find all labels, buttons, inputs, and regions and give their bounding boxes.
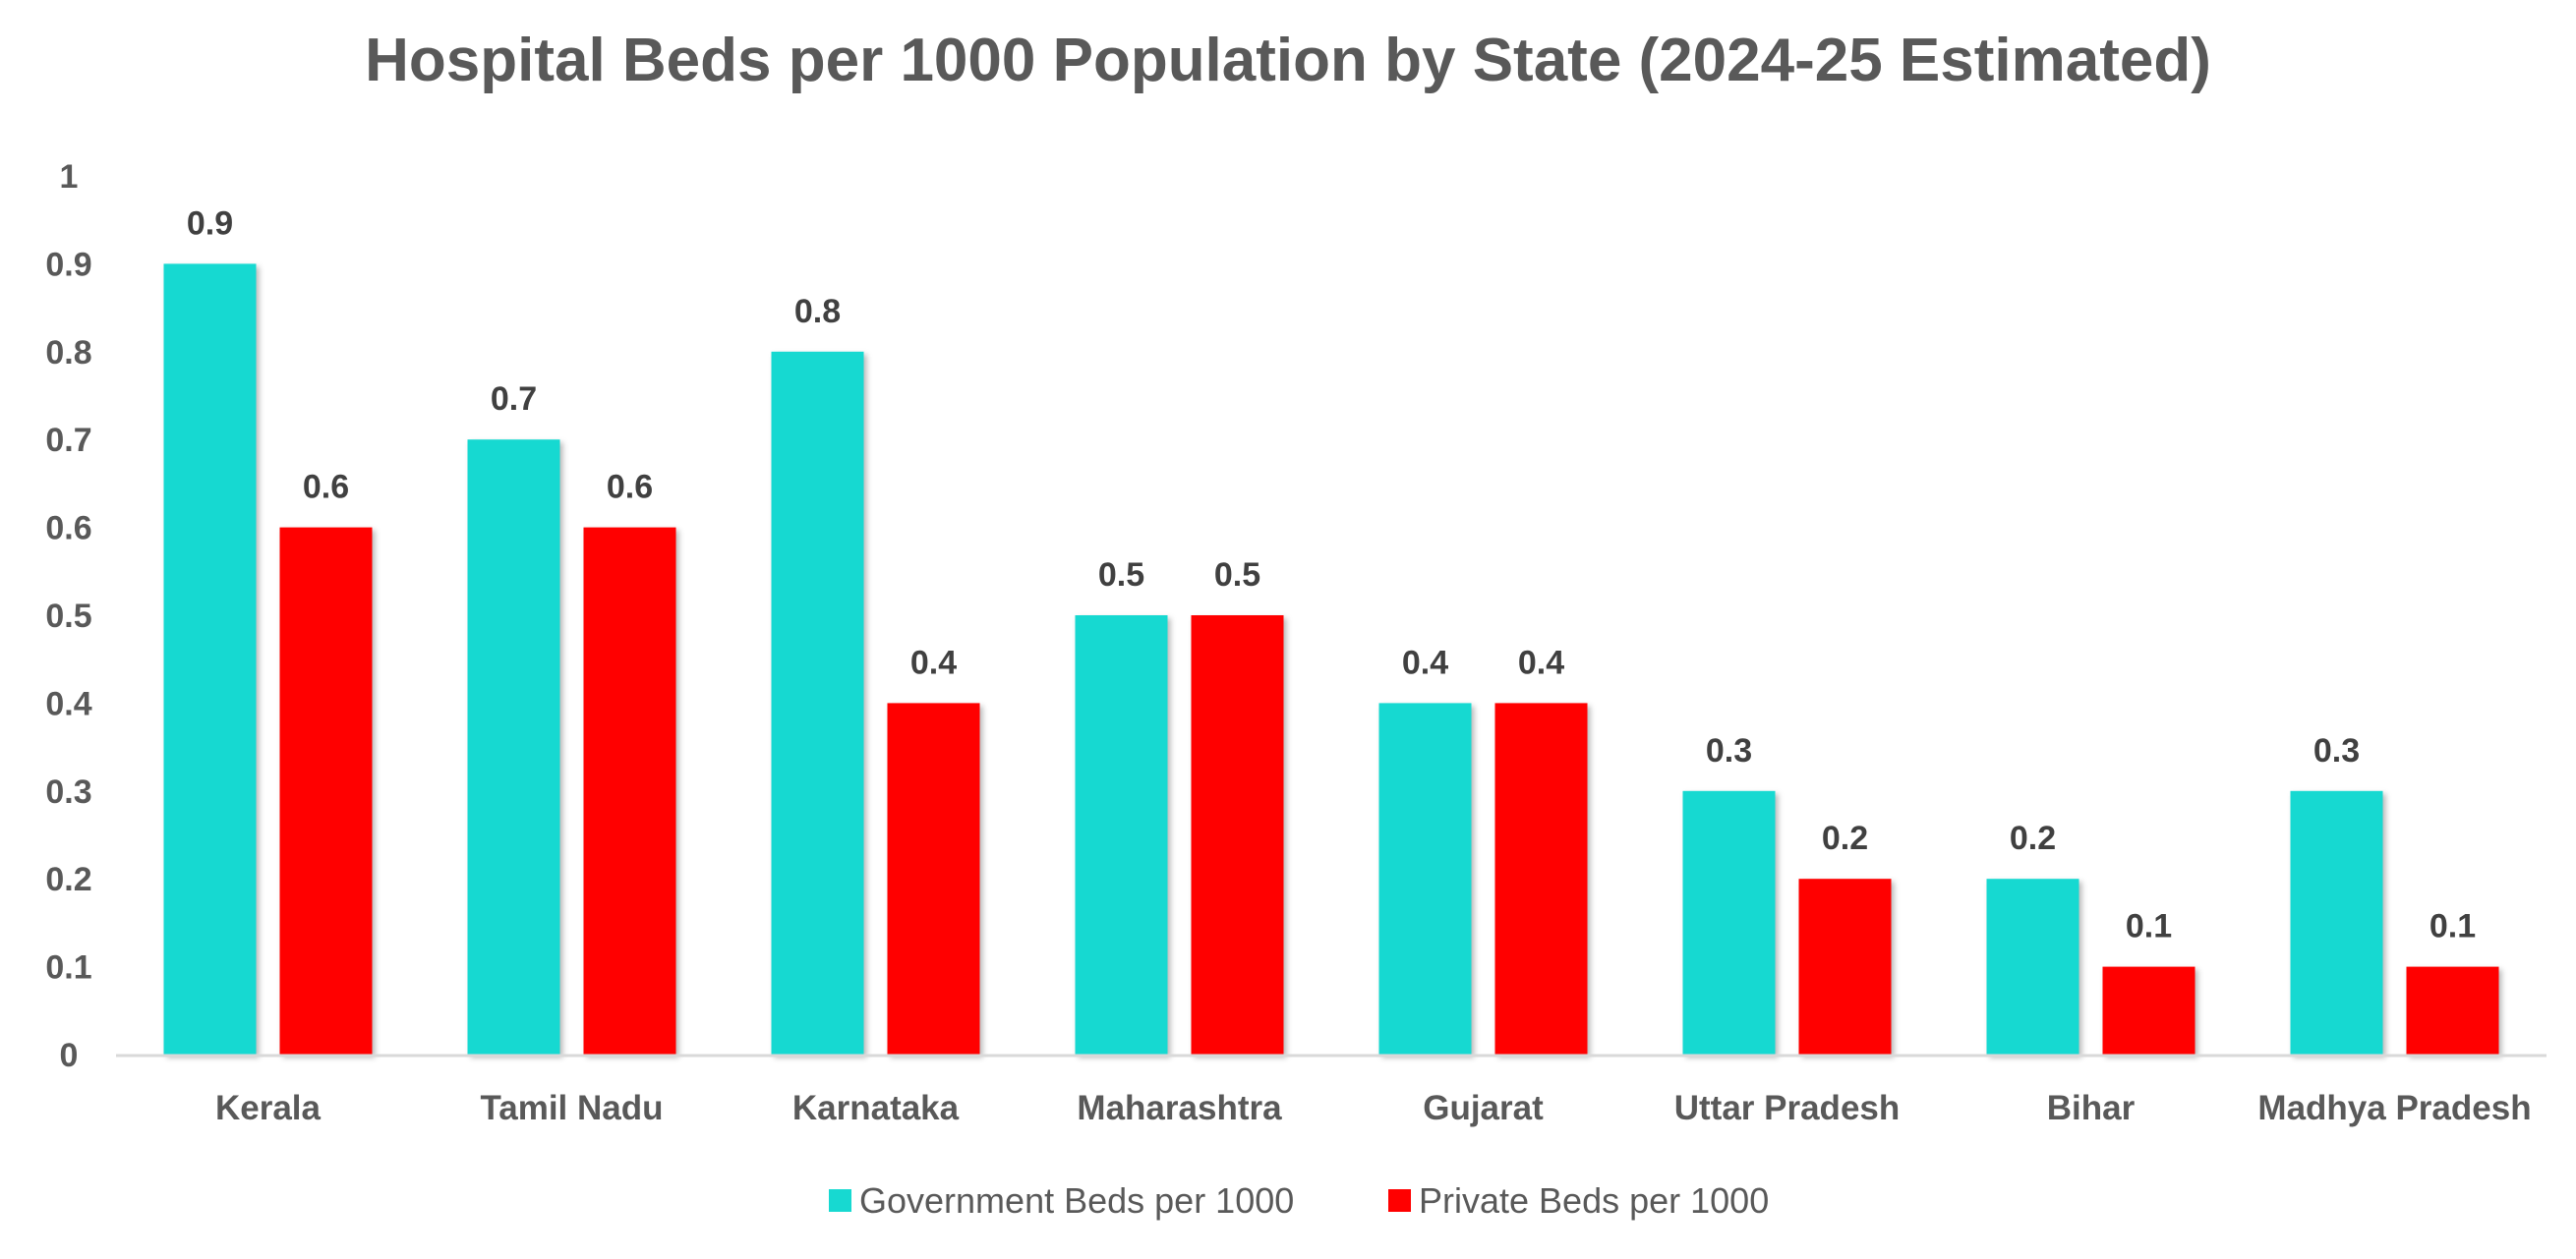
y-tick-label: 0.1 bbox=[45, 949, 91, 987]
data-label: 0.1 bbox=[2126, 908, 2172, 945]
data-label: 0.2 bbox=[2010, 820, 2056, 857]
category-label: Tamil Nadu bbox=[480, 1089, 663, 1127]
bar-government bbox=[1378, 703, 1472, 1055]
bars bbox=[163, 263, 2499, 1055]
x-axis: Kerala Tamil Nadu Karnataka Maharashtra Guja… bbox=[215, 1089, 2532, 1127]
bar-private bbox=[1494, 703, 1588, 1055]
data-label: 0.4 bbox=[910, 644, 957, 681]
bar-government bbox=[1986, 879, 2079, 1055]
category-label: Karnataka bbox=[792, 1089, 960, 1127]
data-label: 0.4 bbox=[1518, 644, 1564, 681]
bar-private bbox=[1798, 879, 1892, 1055]
data-label: 0.4 bbox=[1402, 644, 1448, 681]
y-tick-label: 1 bbox=[60, 158, 79, 196]
y-tick-label: 0.2 bbox=[45, 861, 91, 898]
bar-private bbox=[1191, 615, 1284, 1055]
chart-title: Hospital Beds per 1000 Population by Sta… bbox=[365, 27, 2211, 94]
data-label: 0.5 bbox=[1098, 556, 1144, 594]
bar-government bbox=[771, 351, 864, 1055]
legend-swatch bbox=[1388, 1189, 1411, 1212]
data-label: 0.6 bbox=[607, 469, 653, 506]
data-label: 0.1 bbox=[2430, 908, 2476, 945]
legend: Government Beds per 1000 Private Beds per… bbox=[829, 1180, 1769, 1221]
y-tick-label: 0.7 bbox=[45, 422, 91, 459]
bar-government bbox=[1075, 615, 1168, 1055]
bar-government bbox=[163, 263, 257, 1055]
data-label: 0.2 bbox=[1822, 820, 1868, 857]
y-axis: 0 0.1 0.2 0.3 0.4 0.5 0.6 0.7 0.8 0.9 1 bbox=[45, 158, 91, 1074]
data-label: 0.7 bbox=[491, 380, 537, 418]
category-label: Uttar Pradesh bbox=[1674, 1089, 1901, 1127]
data-label: 0.3 bbox=[2313, 732, 2360, 770]
category-label: Madhya Pradesh bbox=[2257, 1089, 2531, 1127]
data-label: 0.8 bbox=[794, 293, 841, 330]
bar-government bbox=[2290, 790, 2383, 1055]
bar-private bbox=[2102, 966, 2195, 1055]
bar-private bbox=[887, 703, 980, 1055]
y-tick-label: 0.8 bbox=[45, 334, 91, 372]
data-label: 0.3 bbox=[1706, 732, 1752, 770]
bar-private bbox=[583, 527, 676, 1055]
y-tick-label: 0.9 bbox=[45, 246, 91, 283]
y-tick-label: 0.6 bbox=[45, 510, 91, 547]
data-label: 0.6 bbox=[303, 469, 349, 506]
legend-label: Government Beds per 1000 bbox=[859, 1180, 1294, 1221]
bar-private bbox=[279, 527, 373, 1055]
y-tick-label: 0.3 bbox=[45, 773, 91, 811]
y-tick-label: 0 bbox=[60, 1037, 79, 1074]
category-label: Maharashtra bbox=[1077, 1089, 1282, 1127]
category-label: Gujarat bbox=[1423, 1089, 1544, 1127]
data-label: 0.5 bbox=[1214, 556, 1260, 594]
y-tick-label: 0.5 bbox=[45, 598, 91, 635]
bar-government bbox=[1682, 790, 1776, 1055]
bar-government bbox=[467, 439, 560, 1055]
data-labels: 0.9 0.6 0.7 0.6 0.8 0.4 0.5 0.5 0.4 0.4 0.3 0.2 0.2 0… bbox=[187, 204, 2476, 944]
y-tick-label: 0.4 bbox=[45, 685, 91, 722]
legend-label: Private Beds per 1000 bbox=[1419, 1180, 1769, 1221]
bar-private bbox=[2406, 966, 2499, 1055]
category-label: Bihar bbox=[2047, 1089, 2136, 1127]
category-label: Kerala bbox=[215, 1089, 322, 1127]
data-label: 0.9 bbox=[187, 204, 233, 242]
legend-swatch bbox=[829, 1189, 851, 1212]
